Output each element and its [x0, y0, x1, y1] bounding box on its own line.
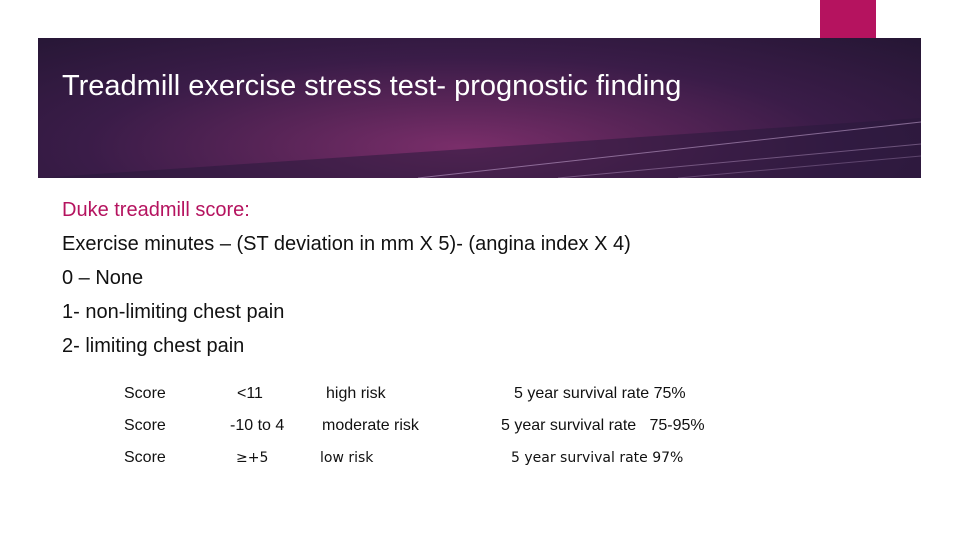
angina-index-0: 0 – None	[62, 267, 144, 289]
slide-title: Treadmill exercise stress test- prognost…	[62, 70, 682, 102]
score-row-3-survival: 5 year survival rate 97%	[511, 450, 684, 466]
score-row-3-label: Score	[124, 449, 166, 466]
body-text: Duke treadmill score: Exercise minutes –…	[62, 193, 631, 363]
duke-score-formula: Exercise minutes – (ST deviation in mm X…	[62, 233, 631, 255]
score-row-3-risk: low risk	[320, 450, 374, 466]
score-row-2-survival: 5 year survival rate 75-95%	[501, 417, 705, 434]
angina-index-1: 1- non-limiting chest pain	[62, 301, 285, 323]
score-row-2-risk: moderate risk	[322, 417, 419, 434]
score-row-1-value: <11	[237, 385, 263, 402]
title-header-band: Treadmill exercise stress test- prognost…	[38, 38, 921, 178]
score-row-2-label: Score	[124, 417, 166, 434]
header-decoration-lines	[38, 118, 921, 178]
score-row-1-label: Score	[124, 385, 166, 402]
score-row-3-value: ≥+5	[236, 450, 269, 466]
angina-index-2: 2- limiting chest pain	[62, 335, 245, 357]
duke-score-heading: Duke treadmill score:	[62, 199, 250, 221]
score-row-1-survival: 5 year survival rate 75%	[514, 385, 686, 402]
score-row-2-value: -10 to 4	[230, 417, 285, 434]
score-row-1-risk: high risk	[326, 385, 386, 402]
